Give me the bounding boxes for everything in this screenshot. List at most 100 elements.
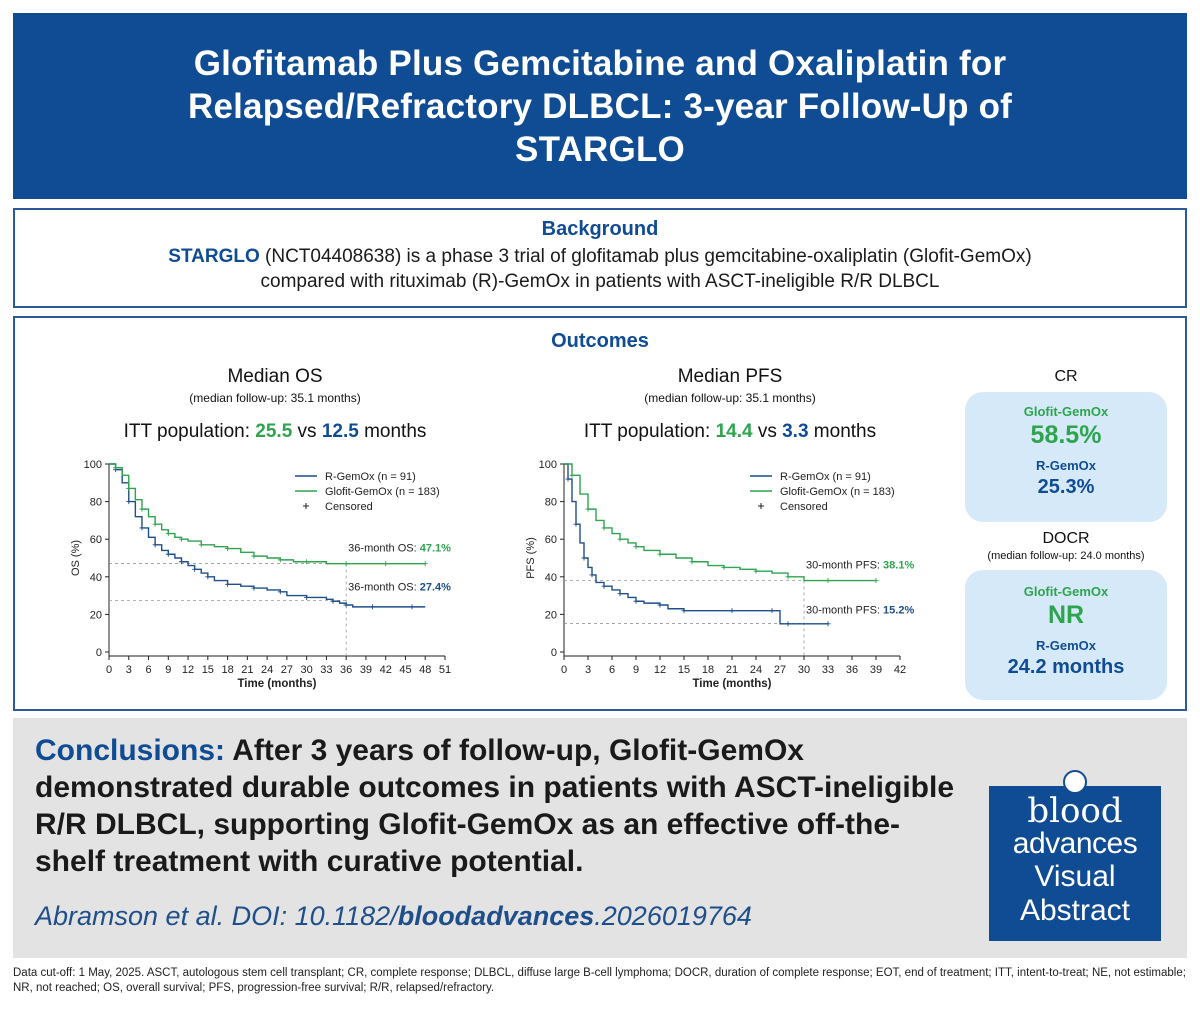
- y-tick-label: 20: [545, 609, 557, 621]
- pfs-title: Median PFS: [677, 366, 783, 387]
- censor-mark: [569, 472, 575, 478]
- x-tick-label: 3: [126, 664, 132, 676]
- x-tick-label: 42: [380, 664, 392, 676]
- annotation-label: 36-month OS: 47.1%: [348, 542, 451, 554]
- docr-subtitle: (median follow-up: 24.0 months): [987, 550, 1145, 562]
- pfs-itt-prefix: ITT population:: [583, 421, 716, 442]
- x-tick-label: 39: [870, 664, 882, 676]
- censor-mark: [304, 559, 310, 565]
- censor-mark: [126, 485, 132, 491]
- censor-mark: [581, 555, 587, 561]
- study-name: STARGLO: [168, 246, 260, 267]
- annotation-label: 36-month OS: 27.4%: [348, 581, 451, 593]
- censor-mark: [139, 525, 145, 531]
- os-title: Median OS: [227, 366, 323, 387]
- censor-mark: [409, 604, 415, 610]
- conclusions-body: After 3 years of follow-up, Glofit-GemOx…: [35, 734, 954, 878]
- cr-rgemox-value: 25.3%: [1037, 476, 1095, 498]
- censor-mark: [589, 572, 595, 578]
- x-tick-label: 12: [654, 664, 666, 676]
- title-banner: Glofitamab Plus Gemcitabine and Oxalipla…: [13, 13, 1187, 199]
- censor-mark: [178, 536, 184, 542]
- censor-mark: [277, 589, 283, 595]
- footnote: Data cut-off: 1 May, 2025. ASCT, autolog…: [13, 967, 1186, 994]
- os-panel-header: Median OS (median follow-up: 35.1 months…: [75, 366, 475, 443]
- x-tick-label: 0: [106, 664, 112, 676]
- os-subtitle: (median follow-up: 35.1 months): [189, 391, 361, 405]
- censor-mark: [113, 465, 119, 471]
- cr-rgemox-label: R-GemOx: [1036, 458, 1096, 473]
- seal-icon: [1063, 770, 1087, 794]
- x-tick-label: 51: [439, 664, 451, 676]
- legend-entry: R-GemOx (n = 91): [325, 471, 416, 483]
- citation-suffix: .2026019764: [594, 901, 752, 931]
- x-tick-label: 6: [145, 664, 151, 676]
- os-vs: vs: [292, 421, 322, 442]
- censor-mark: [873, 578, 879, 584]
- y-tick-label: 100: [539, 459, 557, 471]
- x-tick-label: 48: [419, 664, 431, 676]
- background-line2: compared with rituximab (R)-GemOx in pat…: [260, 271, 940, 292]
- censor-mark: [225, 546, 231, 552]
- legend-censor-icon: [303, 503, 309, 509]
- docr-label: DOCR: [1042, 530, 1090, 547]
- y-tick-label: 0: [96, 647, 102, 659]
- citation[interactable]: Abramson et al. DOI: 10.1182/bloodadvanc…: [35, 901, 752, 932]
- censor-mark: [383, 561, 389, 567]
- conclusions-text: Conclusions: After 3 years of follow-up,…: [35, 732, 965, 880]
- censor-mark: [585, 506, 591, 512]
- censor-mark: [139, 506, 145, 512]
- x-tick-label: 3: [585, 664, 591, 676]
- x-tick-label: 30: [798, 664, 810, 676]
- censor-mark: [152, 542, 158, 548]
- y-tick-label: 40: [90, 572, 102, 584]
- pfs-glofit-median: 14.4: [715, 421, 753, 442]
- docr-rgemox-value: 24.2 months: [1007, 656, 1125, 678]
- x-tick-label: 27: [774, 664, 786, 676]
- x-tick-label: 18: [221, 664, 233, 676]
- y-tick-label: 40: [545, 572, 557, 584]
- logo-line3: Visual: [1034, 860, 1116, 893]
- x-tick-label: 6: [609, 664, 615, 676]
- censor-mark: [769, 608, 775, 614]
- censor-mark: [617, 536, 623, 542]
- os-itt: ITT population: 25.5 vs 12.5 months: [75, 421, 475, 443]
- censor-mark: [165, 531, 171, 537]
- censor-mark: [825, 578, 831, 584]
- censor-mark: [422, 561, 428, 567]
- censor-mark: [753, 568, 759, 574]
- x-tick-label: 30: [301, 664, 313, 676]
- censor-mark: [721, 564, 727, 570]
- censor-mark: [225, 581, 231, 587]
- background-section: Background STARGLO (NCT04408638) is a ph…: [13, 208, 1187, 308]
- y-axis-label: PFS (%): [525, 537, 537, 579]
- censor-mark: [633, 544, 639, 550]
- x-tick-label: 21: [241, 664, 253, 676]
- annotation-value: 15.2%: [883, 604, 914, 616]
- censor-mark: [785, 574, 791, 580]
- y-tick-label: 0: [551, 647, 557, 659]
- conclusions-label: Conclusions:: [35, 734, 226, 767]
- legend-censor-icon: [758, 503, 764, 509]
- os-rgemox-median: 12.5: [321, 421, 359, 442]
- legend-entry: R-GemOx (n = 91): [780, 471, 871, 483]
- x-tick-label: 21: [726, 664, 738, 676]
- y-tick-label: 80: [545, 497, 557, 509]
- x-tick-label: 15: [678, 664, 690, 676]
- y-tick-label: 60: [90, 534, 102, 546]
- x-tick-label: 33: [320, 664, 332, 676]
- censor-mark: [785, 621, 791, 627]
- cr-glofit-label: Glofit-GemOx: [1023, 404, 1109, 419]
- pfs-panel-header: Median PFS (median follow-up: 35.1 month…: [530, 366, 930, 443]
- os-suffix: months: [358, 421, 427, 442]
- background-heading: Background: [541, 218, 659, 240]
- conclusions-section: Conclusions: After 3 years of follow-up,…: [13, 718, 1187, 958]
- censor-mark: [573, 521, 579, 527]
- pfs-itt: ITT population: 14.4 vs 3.3 months: [530, 421, 930, 443]
- outcomes-section: Outcomes Median OS (median follow-up: 35…: [13, 316, 1187, 711]
- x-tick-label: 9: [633, 664, 639, 676]
- x-tick-label: 42: [894, 664, 906, 676]
- censor-mark: [657, 551, 663, 557]
